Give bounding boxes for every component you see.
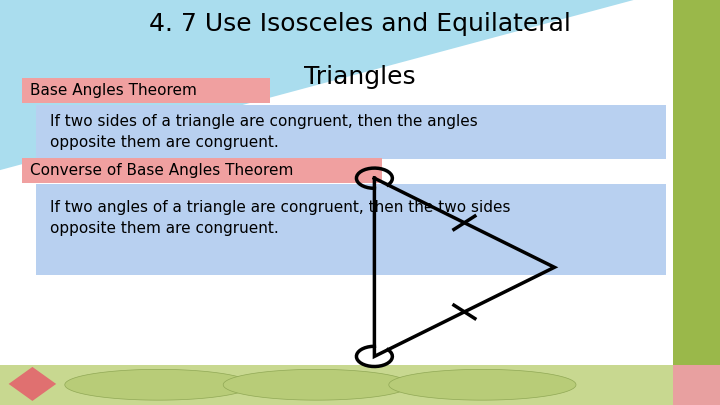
Text: Base Angles Theorem: Base Angles Theorem — [30, 83, 197, 98]
Text: Converse of Base Angles Theorem: Converse of Base Angles Theorem — [30, 163, 294, 178]
Text: If two angles of a triangle are congruent, then the two sides
opposite them are : If two angles of a triangle are congruen… — [50, 200, 511, 237]
Polygon shape — [223, 369, 410, 400]
Bar — [22, 78, 270, 103]
Polygon shape — [9, 367, 56, 401]
Bar — [673, 0, 720, 405]
Text: Triangles: Triangles — [304, 65, 416, 89]
Bar — [36, 105, 666, 159]
Bar — [36, 184, 666, 275]
Polygon shape — [0, 0, 634, 170]
Polygon shape — [65, 369, 252, 400]
Polygon shape — [389, 369, 576, 400]
Bar — [673, 364, 720, 405]
Bar — [0, 364, 720, 405]
Text: 4. 7 Use Isosceles and Equilateral: 4. 7 Use Isosceles and Equilateral — [149, 12, 571, 36]
Bar — [22, 158, 382, 183]
Text: If two sides of a triangle are congruent, then the angles
opposite them are cong: If two sides of a triangle are congruent… — [50, 114, 478, 150]
